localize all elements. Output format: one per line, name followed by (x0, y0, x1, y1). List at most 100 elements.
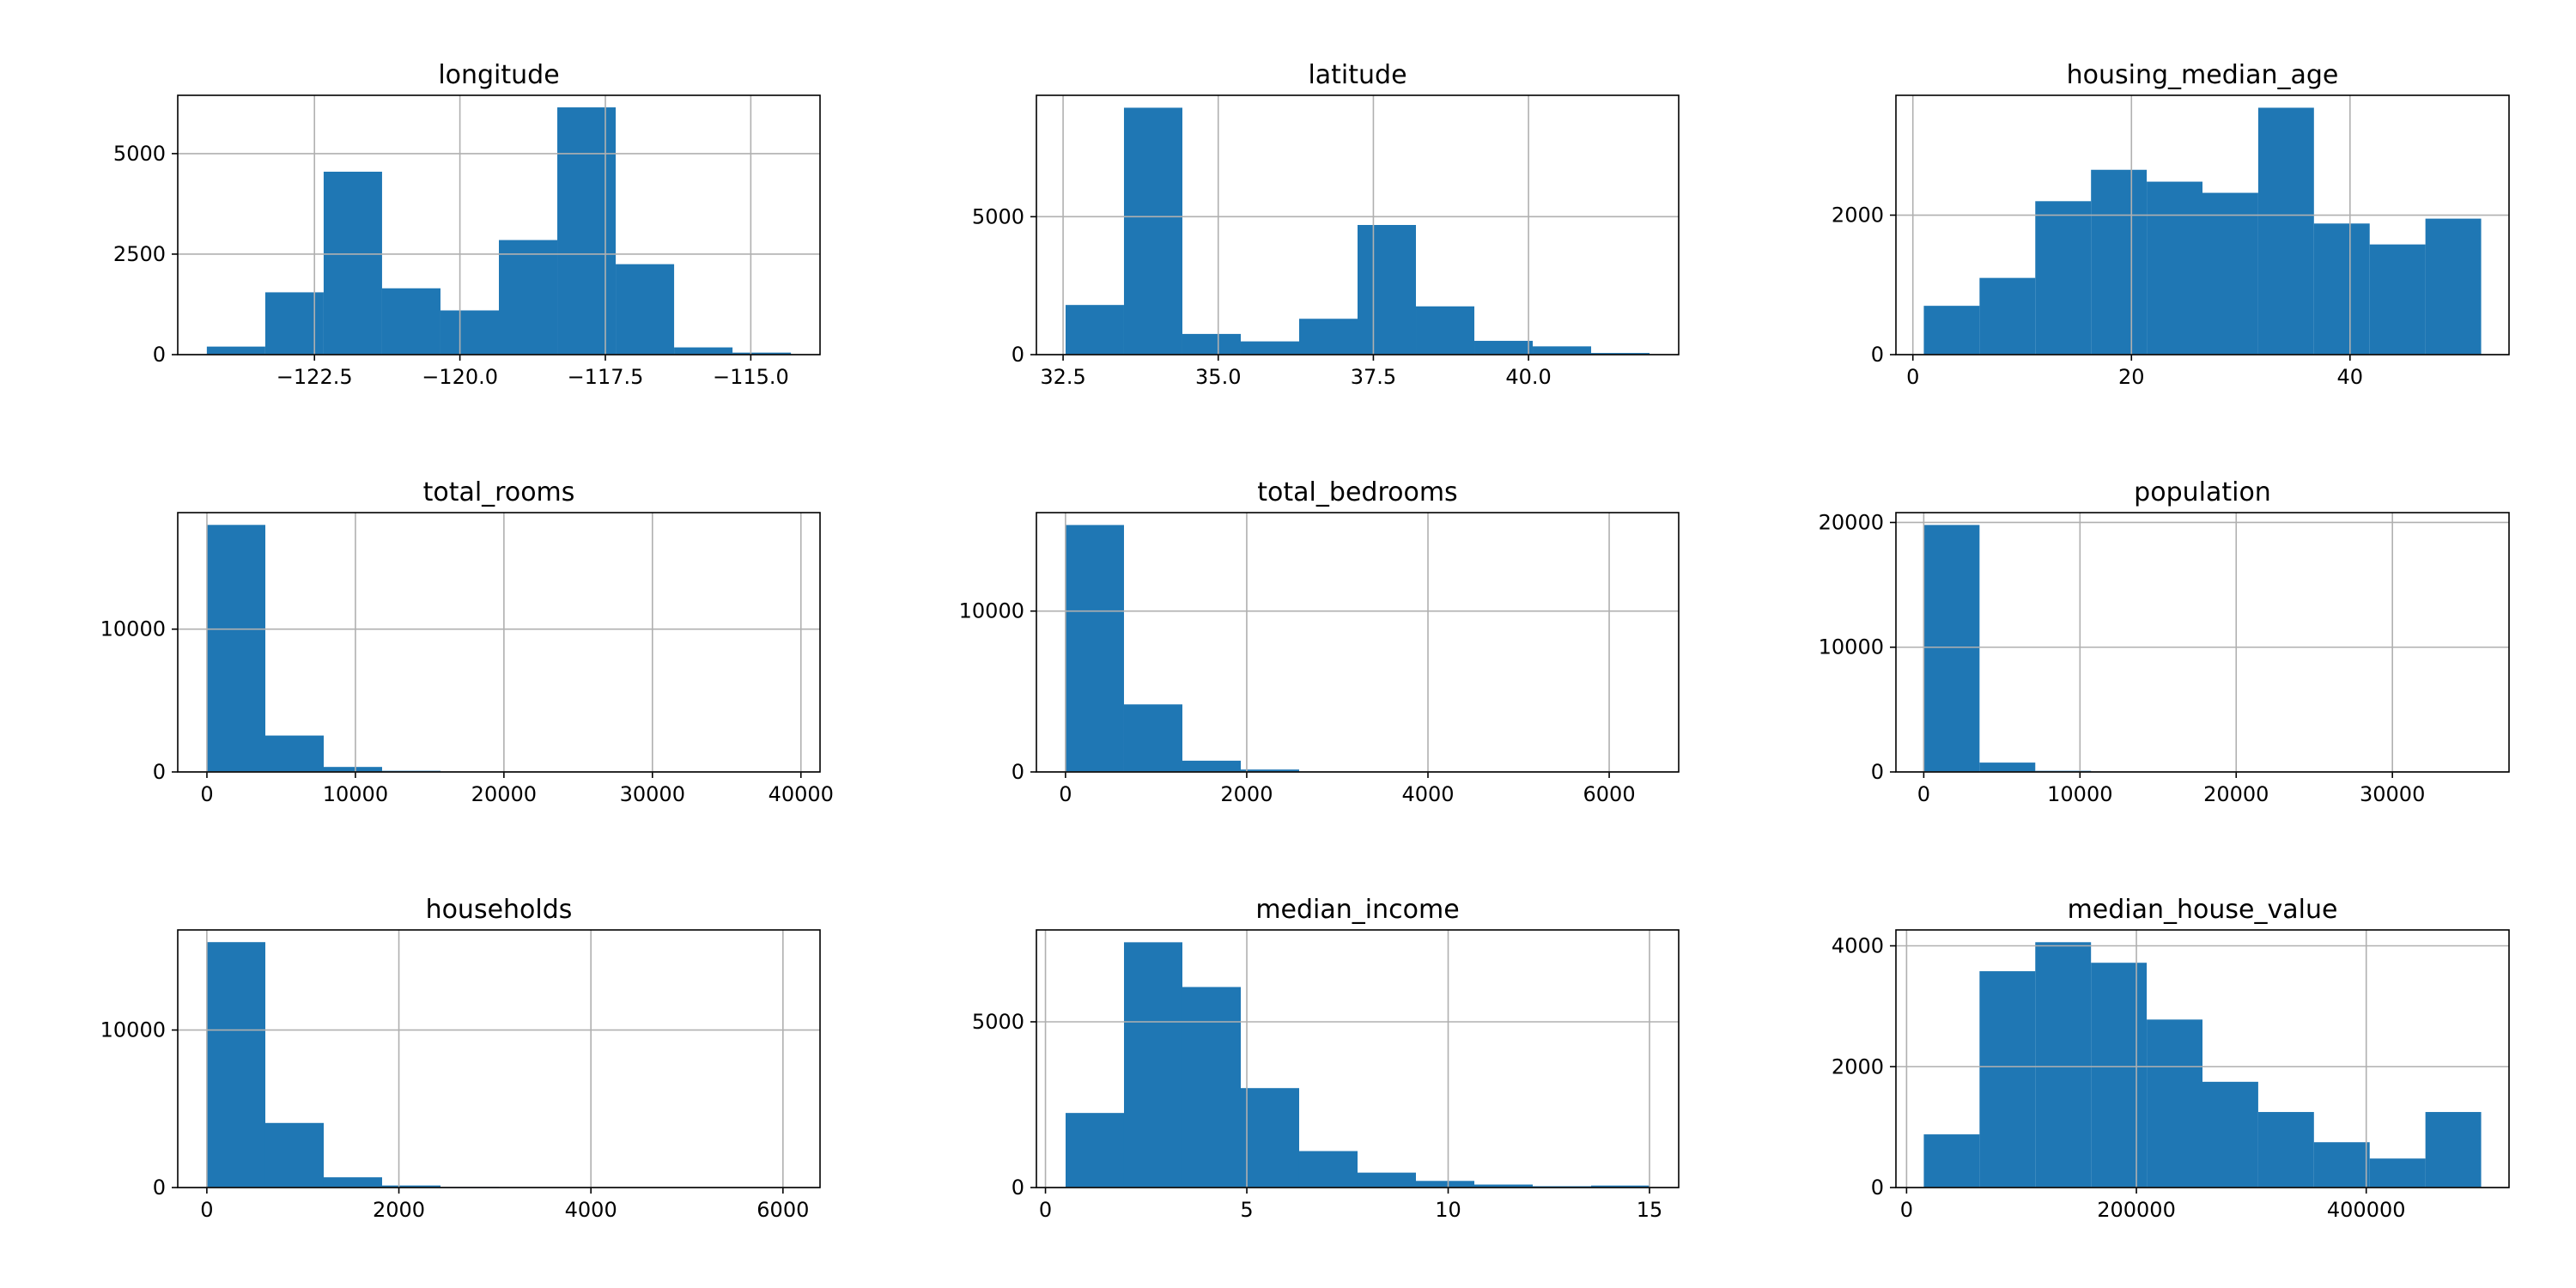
bar (1123, 107, 1182, 355)
bar (206, 346, 265, 355)
x-tick-label: 0 (1039, 1198, 1052, 1222)
x-tick-label: 20 (2118, 365, 2145, 389)
axes-frame (177, 512, 821, 773)
y-tick-label: 5000 (113, 142, 166, 166)
bar (1240, 1088, 1299, 1188)
x-tick-label: 200000 (2097, 1198, 2176, 1222)
bar (1474, 340, 1534, 355)
bar (1416, 306, 1475, 355)
x-tick-label: 0 (1917, 782, 1930, 806)
x-tick-label: 10000 (323, 782, 388, 806)
bar (1182, 333, 1241, 355)
histogram-panel: −122.5 −120.0 −117.5 −115.0 0 2500 5000 longitu… (113, 60, 821, 389)
bar (1473, 1184, 1533, 1188)
x-tick-label: 37.5 (1351, 365, 1396, 389)
y-tick-label: 10000 (1819, 635, 1884, 659)
bar (1123, 942, 1182, 1188)
bar (2257, 107, 2314, 355)
y-tick-label: 0 (153, 343, 166, 367)
x-tick-label: 0 (1059, 782, 1072, 806)
bar (2091, 169, 2148, 355)
histogram-panel: 0 10000 20000 30000 0 10000 20000 population (1819, 477, 2510, 806)
bar (499, 240, 558, 355)
x-tick-label: 0 (1900, 1198, 1913, 1222)
axes-frame (1036, 94, 1680, 355)
x-tick-label: 20000 (2203, 782, 2269, 806)
bar (557, 107, 617, 355)
chart-title: total_bedrooms (1257, 477, 1457, 507)
y-tick-label: 0 (153, 760, 166, 784)
x-tick-label: 20000 (471, 782, 537, 806)
y-tick-label: 4000 (1832, 934, 1884, 958)
chart-title: median_house_value (2068, 895, 2338, 925)
bar (2035, 201, 2092, 355)
bar (1979, 277, 2036, 355)
bar (1240, 769, 1299, 772)
bar (440, 310, 499, 355)
bar (2147, 181, 2202, 355)
x-tick-label: −122.5 (276, 365, 353, 389)
chart-title: population (2134, 477, 2271, 507)
bar (1065, 525, 1124, 772)
x-tick-label: −115.0 (713, 365, 789, 389)
y-tick-label: 5000 (972, 204, 1024, 228)
x-tick-label: −117.5 (568, 365, 644, 389)
chart-title: households (426, 895, 573, 925)
bar (1415, 1181, 1474, 1188)
x-tick-label: 6000 (756, 1198, 809, 1222)
histogram-panel: 0 2000 4000 6000 0 10000 households (100, 895, 821, 1222)
x-tick-label: 10000 (2047, 782, 2112, 806)
bar (616, 264, 675, 355)
bar (264, 1122, 324, 1188)
y-tick-label: 2000 (1832, 204, 1884, 228)
histogram-panel: 0 20 40 0 2000 housing_median_age (1832, 60, 2510, 389)
bar (1065, 305, 1124, 355)
bar (1065, 1113, 1124, 1188)
bar (1298, 1151, 1358, 1188)
y-tick-label: 0 (1012, 1176, 1024, 1200)
x-tick-label: 30000 (2360, 782, 2425, 806)
x-tick-label: 0 (1906, 365, 1919, 389)
x-tick-label: 5 (1240, 1198, 1253, 1222)
axes-frame (1895, 512, 2510, 773)
y-tick-label: 2000 (1832, 1054, 1884, 1078)
bar (1357, 1172, 1416, 1188)
bar (732, 352, 792, 355)
bar (1923, 525, 1980, 772)
bar (265, 735, 325, 772)
bar (1923, 306, 1980, 355)
bar (206, 942, 265, 1188)
x-tick-label: 40.0 (1505, 365, 1551, 389)
bar (1358, 225, 1417, 355)
bar (1182, 760, 1241, 772)
chart-title: total_rooms (423, 477, 575, 507)
histogram-panel: 0 10000 20000 30000 40000 0 10000 total_rooms (100, 477, 834, 806)
y-tick-label: 2500 (113, 242, 166, 266)
chart-title: median_income (1255, 895, 1459, 925)
bar (323, 171, 382, 355)
bar (381, 1185, 440, 1188)
chart-title: housing_median_age (2067, 60, 2339, 90)
axes-frame (1036, 512, 1680, 773)
y-tick-label: 20000 (1819, 510, 1884, 534)
bar (323, 1177, 382, 1188)
bar (1923, 1134, 1980, 1188)
y-tick-label: 5000 (972, 1010, 1024, 1034)
histogram-panel: 32.5 35.0 37.5 40.0 0 5000 latitude (972, 60, 1680, 389)
axes-frame (177, 929, 821, 1188)
histogram-panel: 0 2000 4000 6000 0 10000 total_bedrooms (959, 477, 1680, 806)
x-tick-label: 30000 (620, 782, 685, 806)
bar (2425, 1112, 2482, 1188)
x-tick-label: 35.0 (1195, 365, 1241, 389)
x-tick-label: 2000 (373, 1198, 425, 1222)
bar (2425, 218, 2482, 355)
x-tick-label: 6000 (1583, 782, 1636, 806)
x-tick-label: 0 (200, 782, 213, 806)
x-tick-label: 400000 (2327, 1198, 2406, 1222)
y-tick-label: 0 (153, 1176, 166, 1200)
x-tick-label: 4000 (1401, 782, 1454, 806)
x-tick-label: 15 (1637, 1198, 1663, 1222)
histogram-panel: 0 200000 400000 0 2000 4000 median_house_value (1832, 895, 2510, 1222)
y-tick-label: 10000 (959, 599, 1024, 623)
